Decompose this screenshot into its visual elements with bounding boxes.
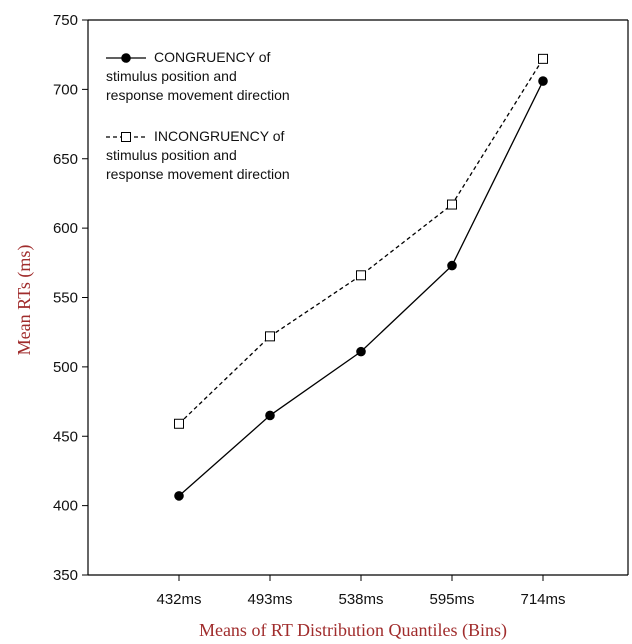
y-tick-label: 550: [53, 290, 78, 307]
legend: CONGRUENCY of stimulus position and respon…: [106, 49, 290, 182]
legend-entry-congruency: CONGRUENCY of stimulus position and respon…: [106, 49, 290, 103]
series-congruency: [174, 76, 548, 501]
y-tick-label: 600: [53, 220, 78, 237]
x-tick-label: 538ms: [338, 591, 383, 608]
y-tick-label: 650: [53, 151, 78, 168]
y-tick-label: 350: [53, 567, 78, 584]
legend-label: stimulus position and: [106, 68, 237, 84]
data-point: [356, 346, 366, 357]
data-point: [265, 331, 275, 342]
legend-label: CONGRUENCY of: [154, 49, 271, 65]
x-tick-label: 432ms: [156, 591, 201, 608]
x-tick-label: 714ms: [520, 591, 565, 608]
series-incongruency: [174, 53, 548, 429]
data-point: [538, 76, 548, 86]
y-tick-label: 700: [53, 81, 78, 98]
data-point: [174, 418, 184, 429]
x-axis-title: Means of RT Distribution Quantiles (Bins…: [199, 620, 507, 641]
x-tick-label: 493ms: [247, 591, 292, 608]
legend-label: response movement direction: [106, 166, 290, 182]
data-point: [538, 53, 548, 64]
y-axis-title: Mean RTs (ms): [14, 245, 35, 356]
legend-swatch-marker: [121, 132, 131, 142]
x-tick-label: 595ms: [429, 591, 474, 608]
axes: [87, 19, 629, 576]
y-tick-label: 400: [53, 498, 78, 515]
legend-label: INCONGRUENCY of: [154, 128, 285, 144]
legend-label: response movement direction: [106, 87, 290, 103]
data-point: [265, 410, 275, 421]
x-axis-ticks: 432ms 493ms 538ms 595ms 714ms: [156, 575, 566, 608]
data-point: [447, 199, 457, 210]
y-tick-label: 750: [53, 12, 78, 29]
y-tick-label: 500: [53, 359, 78, 376]
legend-entry-incongruency: INCONGRUENCY of stimulus position and resp…: [106, 128, 290, 182]
y-axis-ticks: 350 400 450 500 550 600 650 700 750: [53, 12, 88, 584]
data-point: [174, 491, 184, 501]
data-point: [447, 260, 457, 271]
series-layer: [174, 53, 548, 501]
y-tick-label: 450: [53, 428, 78, 445]
data-point: [356, 270, 366, 281]
legend-label: stimulus position and: [106, 147, 237, 163]
legend-swatch-marker: [121, 53, 131, 63]
series-line: [178, 58, 544, 425]
